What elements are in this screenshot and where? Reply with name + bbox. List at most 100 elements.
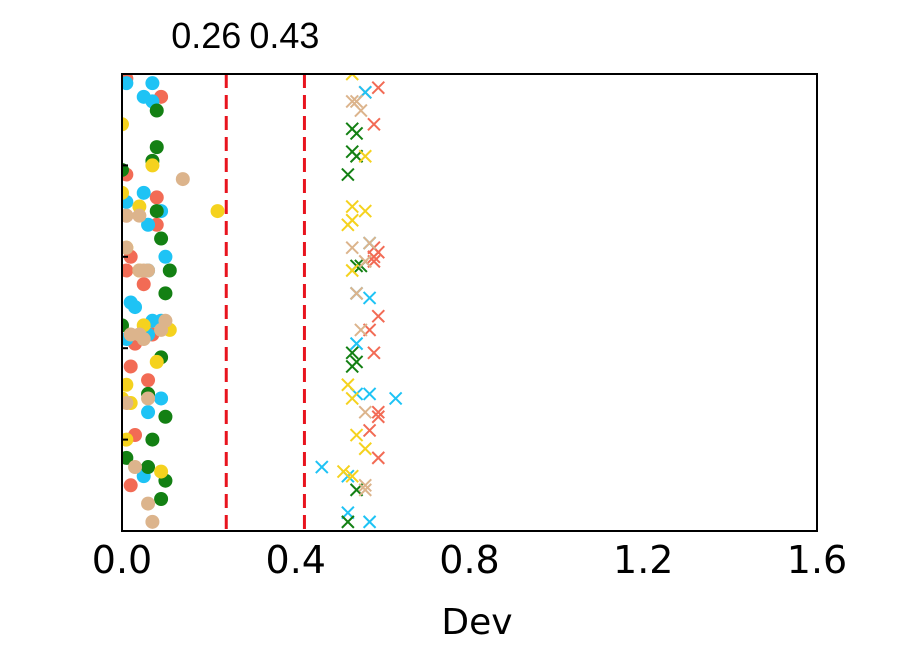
- data-point-green-dot: [158, 409, 173, 424]
- data-point-yellow-cross: [345, 199, 359, 214]
- data-point-tan-dot: [175, 172, 190, 187]
- data-point-red-dot: [149, 190, 164, 205]
- data-point-tan-dot: [132, 208, 147, 223]
- data-point-blue-dot: [145, 76, 160, 91]
- data-point-red-dot: [141, 373, 156, 388]
- data-point-green-cross: [345, 359, 359, 374]
- data-point-green-dot: [122, 162, 129, 177]
- data-point-red-cross: [367, 117, 381, 131]
- data-point-tan-dot: [123, 327, 138, 342]
- data-point-yellow-cross: [358, 204, 372, 218]
- data-point-yellow-cross: [336, 464, 351, 479]
- x-ticks-layer: 0.0 0.4 0.8 1.2 1.6: [92, 538, 847, 582]
- data-point-yellow-cross: [345, 74, 359, 81]
- data-point-blue-dot: [141, 217, 156, 232]
- data-point-blue-dot: [141, 405, 156, 420]
- data-point-red-cross: [371, 309, 385, 323]
- data-point-green-dot: [154, 492, 169, 507]
- data-point-tan-cross: [345, 240, 359, 255]
- data-point-blue-dot: [136, 185, 151, 200]
- data-point-green-dot: [149, 204, 164, 219]
- data-point-red-dot: [136, 277, 151, 292]
- data-point-tan-dot: [141, 496, 156, 511]
- data-point-green-dot: [162, 263, 177, 278]
- x-tick-label-4: 1.6: [787, 538, 847, 582]
- threshold-lines-layer: 0.26 0.43: [171, 15, 319, 531]
- data-point-green-cross: [341, 167, 355, 182]
- x-tick-label-2: 0.8: [439, 538, 499, 582]
- data-point-blue-dot: [154, 391, 169, 406]
- data-point-blue-cross: [349, 336, 364, 351]
- data-point-yellow-cross: [345, 469, 359, 483]
- data-point-green-dot: [145, 432, 160, 447]
- data-point-yellow-cross: [358, 442, 372, 456]
- data-point-blue-dot: [158, 249, 173, 264]
- data-point-yellow-dot: [210, 204, 225, 219]
- data-point-yellow-cross: [358, 149, 372, 163]
- data-point-green-cross: [341, 515, 355, 529]
- data-point-tan-dot: [122, 208, 134, 223]
- data-point-yellow-cross: [341, 218, 355, 232]
- data-point-green-cross: [345, 346, 359, 360]
- data-point-tan-cross: [362, 236, 377, 250]
- data-point-tan-dot: [128, 460, 143, 475]
- data-point-yellow-cross: [341, 378, 355, 392]
- data-point-yellow-cross: [345, 263, 359, 278]
- data-point-red-cross: [362, 423, 377, 438]
- data-point-tan-dot: [122, 240, 134, 255]
- data-point-tan-cross: [349, 286, 364, 301]
- data-point-red-cross: [371, 410, 385, 424]
- data-point-yellow-cross: [349, 428, 364, 442]
- data-point-blue-dot: [122, 76, 134, 91]
- data-point-red-cross: [371, 451, 385, 465]
- x-tick-label-0: 0.0: [92, 538, 152, 582]
- data-point-yellow-dot: [154, 464, 169, 479]
- data-point-red-dot: [123, 359, 138, 374]
- data-point-yellow-dot: [122, 117, 129, 132]
- data-point-tan-cross: [358, 478, 372, 493]
- threshold-label-2: 0.43: [249, 15, 319, 56]
- x-tick-label-3: 1.2: [613, 538, 673, 582]
- data-point-yellow-dot: [149, 354, 164, 369]
- data-point-red-dot: [123, 478, 138, 493]
- data-point-tan-dot: [145, 514, 160, 529]
- data-point-blue-cross: [362, 291, 377, 305]
- data-point-tan-dot: [141, 391, 156, 406]
- plot-frame: [121, 73, 818, 532]
- y-ticks-layer: [122, 73, 128, 532]
- data-point-tan-cross: [354, 323, 368, 337]
- data-point-blue-cross: [362, 515, 377, 529]
- data-point-tan-cross: [349, 94, 364, 109]
- data-marks-layer: [122, 74, 403, 529]
- threshold-label-1: 0.26: [171, 15, 241, 56]
- data-point-red-cross: [367, 250, 381, 264]
- data-point-blue-cross: [388, 391, 403, 406]
- data-point-blue-cross: [362, 387, 377, 401]
- data-point-red-dot: [122, 263, 134, 278]
- x-axis-label: Dev: [441, 602, 512, 643]
- data-point-green-cross: [349, 126, 364, 141]
- data-point-green-dot: [154, 231, 169, 246]
- data-point-yellow-dot: [145, 158, 160, 173]
- x-tick-label-1: 0.4: [266, 538, 326, 582]
- data-point-red-cross: [367, 346, 381, 360]
- data-point-tan-dot: [136, 332, 151, 347]
- data-point-blue-dot: [128, 300, 143, 315]
- data-point-green-dot: [158, 286, 173, 301]
- data-point-green-dot: [141, 460, 156, 475]
- data-point-tan-cross: [358, 405, 372, 419]
- data-point-yellow-cross: [345, 391, 359, 406]
- data-point-blue-cross: [315, 460, 329, 474]
- data-point-tan-cross: [354, 103, 368, 118]
- data-point-green-dot: [122, 450, 134, 465]
- data-point-tan-dot: [122, 396, 134, 411]
- data-point-tan-cross: [358, 483, 372, 497]
- data-point-red-cross: [371, 81, 385, 95]
- data-point-tan-dot: [141, 263, 156, 278]
- data-point-yellow-dot: [122, 377, 134, 392]
- data-point-green-dot: [149, 103, 164, 118]
- data-point-red-cross: [371, 405, 385, 419]
- data-point-yellow-dot: [122, 185, 129, 200]
- data-point-green-dot: [149, 140, 164, 155]
